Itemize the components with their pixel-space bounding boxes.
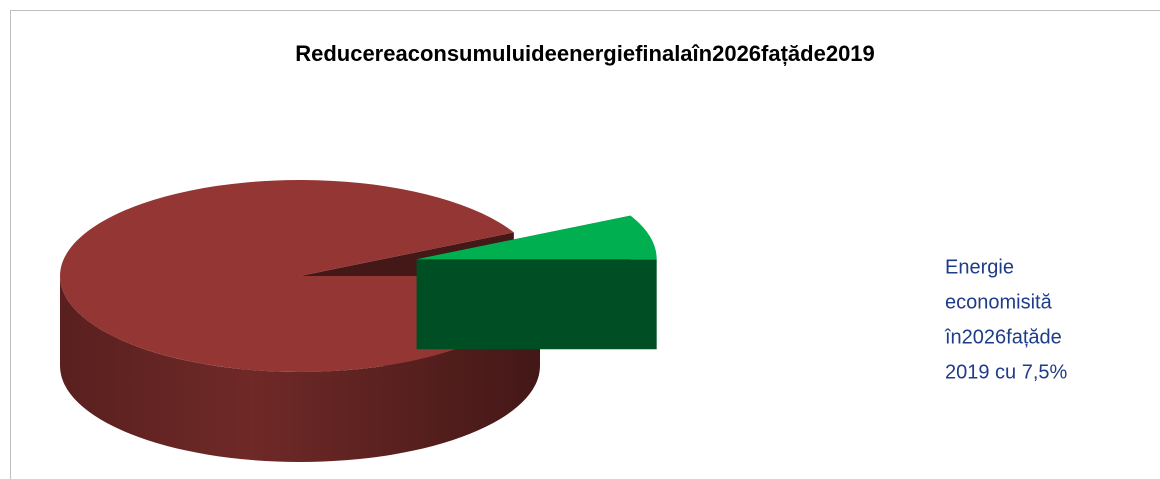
slice-side	[416, 259, 657, 350]
annotation-line: economisită	[945, 291, 1053, 313]
slice	[416, 215, 657, 260]
annotation-line: în2026fațăde	[944, 326, 1062, 348]
annotation-line: Energie	[945, 256, 1014, 278]
pie	[59, 180, 657, 462]
slice-wall	[60, 276, 540, 462]
chart-title: Reducereaconsumuluideenergiefinalaîn2026…	[295, 41, 875, 66]
annotation-line: 2019 cu 7,5%	[945, 361, 1068, 383]
annotation: Energie economisită în2026fațăde 2019 cu 7,…	[944, 256, 1068, 383]
